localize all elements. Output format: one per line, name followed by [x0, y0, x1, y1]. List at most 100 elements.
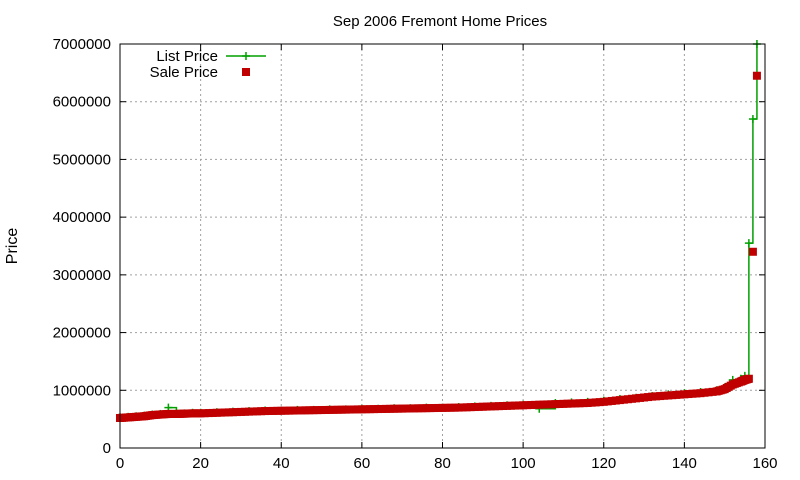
sale-price-point: [337, 405, 346, 414]
sale-price-point: [656, 392, 665, 401]
sale-price-point: [559, 399, 568, 408]
sale-price-point: [539, 400, 548, 409]
sale-price-point: [240, 407, 249, 416]
sale-price-point: [486, 402, 495, 411]
sale-price-point: [418, 404, 427, 413]
sale-price-point: [575, 399, 584, 408]
sale-price-point: [640, 393, 649, 402]
sale-price-point: [245, 407, 253, 416]
sale-price-point: [490, 402, 499, 411]
sale-price-point: [684, 390, 693, 399]
sale-price-point: [507, 401, 516, 410]
sale-price-point: [365, 405, 374, 414]
sale-price-point: [398, 404, 407, 413]
sale-price-point: [170, 409, 179, 418]
sale-price-point: [752, 71, 761, 80]
sale-price-point: [394, 404, 403, 413]
sale-price-point: [406, 404, 415, 413]
sale-price-point: [361, 405, 370, 414]
sale-price-point: [281, 406, 290, 415]
series-list-price: [116, 40, 761, 422]
sale-price-point: [162, 410, 171, 419]
x-tick-label: 160: [752, 455, 777, 472]
sale-price-point: [458, 403, 467, 412]
y-tick-label: 1000000: [53, 382, 111, 399]
sale-price-point: [466, 403, 475, 412]
sale-price-point: [648, 392, 657, 401]
sale-price-point: [680, 390, 689, 399]
sale-price-point: [402, 404, 411, 413]
legend-label-sale-price: Sale Price: [150, 64, 218, 81]
x-tick-label: 20: [192, 455, 209, 472]
sale-price-point: [200, 409, 209, 418]
y-tick-label: 0: [103, 440, 111, 457]
sale-price-point: [462, 403, 471, 412]
sale-price-point: [236, 407, 245, 416]
sale-price-point: [293, 406, 302, 415]
sale-price-point: [232, 408, 241, 417]
y-tick-label: 3000000: [53, 267, 111, 284]
sale-price-point: [285, 406, 294, 415]
sale-price-point: [543, 400, 552, 409]
sale-price-point: [257, 407, 266, 416]
sale-price-point: [138, 412, 147, 421]
sale-price-point: [438, 403, 447, 412]
sale-price-point: [636, 393, 645, 402]
sale-price-point: [349, 405, 358, 414]
sale-price-point: [305, 406, 314, 415]
sale-price-point: [591, 398, 600, 407]
sale-price-point: [567, 399, 576, 408]
sale-price-point: [442, 403, 451, 412]
sale-price-point: [317, 406, 326, 415]
sale-price-point: [216, 408, 225, 417]
sale-price-point: [382, 404, 391, 413]
sale-price-point: [204, 409, 213, 418]
sale-price-point: [253, 407, 262, 416]
sale-price-point: [220, 408, 229, 417]
sale-price-point: [511, 401, 520, 410]
sale-price-point: [269, 406, 278, 415]
sale-price-point: [668, 391, 677, 400]
sale-price-point: [615, 396, 624, 405]
sale-price-point: [297, 406, 306, 415]
sale-price-point: [325, 405, 334, 414]
x-tick-label: 80: [434, 455, 451, 472]
sale-price-point: [277, 406, 286, 415]
sale-price-point: [301, 406, 310, 415]
sale-price-point: [369, 405, 378, 414]
sale-price-point: [718, 385, 727, 394]
x-tick-label: 100: [511, 455, 536, 472]
sale-price-point: [321, 405, 330, 414]
sale-price-point: [345, 405, 354, 414]
sale-price-point: [386, 404, 395, 413]
sale-price-point: [692, 389, 701, 398]
sale-price-point: [708, 387, 717, 396]
sale-price-point: [700, 388, 709, 397]
sale-price-point: [494, 402, 503, 411]
sale-price-point: [515, 401, 524, 410]
sale-price-point: [122, 413, 131, 422]
y-tick-label: 7000000: [53, 36, 111, 53]
sale-price-point: [527, 401, 536, 410]
sale-price-point: [329, 405, 338, 414]
sale-price-point: [430, 404, 439, 413]
sale-price-point: [289, 406, 298, 415]
sale-price-point: [664, 391, 673, 400]
y-tick-label: 4000000: [53, 209, 111, 226]
x-tick-label: 40: [273, 455, 290, 472]
axis-ticks: 0 20 40 60 80 100 120 140 160 0 1000000 2000000 3000…: [53, 36, 778, 472]
x-tick-label: 120: [591, 455, 616, 472]
sale-price-point: [579, 399, 588, 408]
sale-price-point: [333, 405, 342, 414]
sale-price-point: [454, 403, 463, 412]
sale-price-point: [498, 402, 507, 411]
grid: [120, 44, 765, 448]
sale-price-point: [212, 408, 221, 417]
sale-price-point: [519, 401, 528, 410]
sale-price-point: [474, 402, 483, 411]
sale-price-point: [228, 408, 237, 417]
sale-price-point: [607, 396, 616, 405]
sale-price-point: [748, 247, 757, 256]
sale-price-point: [446, 403, 455, 412]
